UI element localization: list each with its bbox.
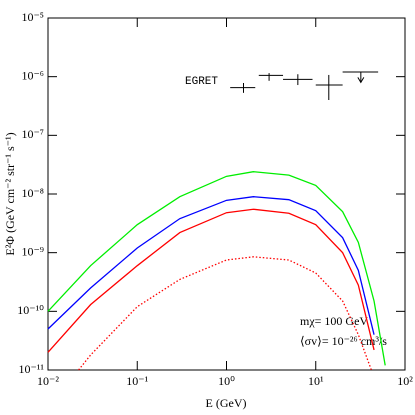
y-tick-label: 10⁻⁸: [21, 186, 44, 200]
x-tick-label: 10²: [397, 374, 413, 388]
x-tick-label: 10⁰: [218, 374, 235, 388]
y-axis-label: E²Φ (GeV cm⁻² str⁻¹ s⁻¹): [3, 132, 17, 255]
y-tick-label: 10⁻⁶: [21, 68, 44, 82]
annotation: ⟨σv⟩= 10⁻²⁶ cm³/s: [300, 334, 387, 348]
series-line: [78, 256, 372, 371]
y-tick-label: 10⁻⁷: [21, 127, 44, 141]
annotation: mχ= 100 GeV: [300, 314, 368, 328]
y-tick-label: 10⁻¹⁰: [17, 303, 44, 317]
x-tick-label: 10⁻²: [37, 374, 59, 388]
egret-label: EGRET: [185, 76, 218, 88]
series-line: [47, 171, 386, 366]
y-tick-label: 10⁻⁹: [21, 244, 44, 258]
x-axis-label: E (GeV): [206, 396, 247, 410]
upper-limit-arrow: [357, 77, 365, 84]
y-tick-label: 10⁻⁵: [21, 10, 44, 24]
series-line: [47, 208, 375, 353]
x-tick-label: 10¹: [308, 374, 324, 388]
x-tick-label: 10⁻¹: [126, 374, 148, 388]
y-tick-label: 10⁻¹¹: [18, 362, 44, 376]
series-line: [47, 196, 375, 335]
